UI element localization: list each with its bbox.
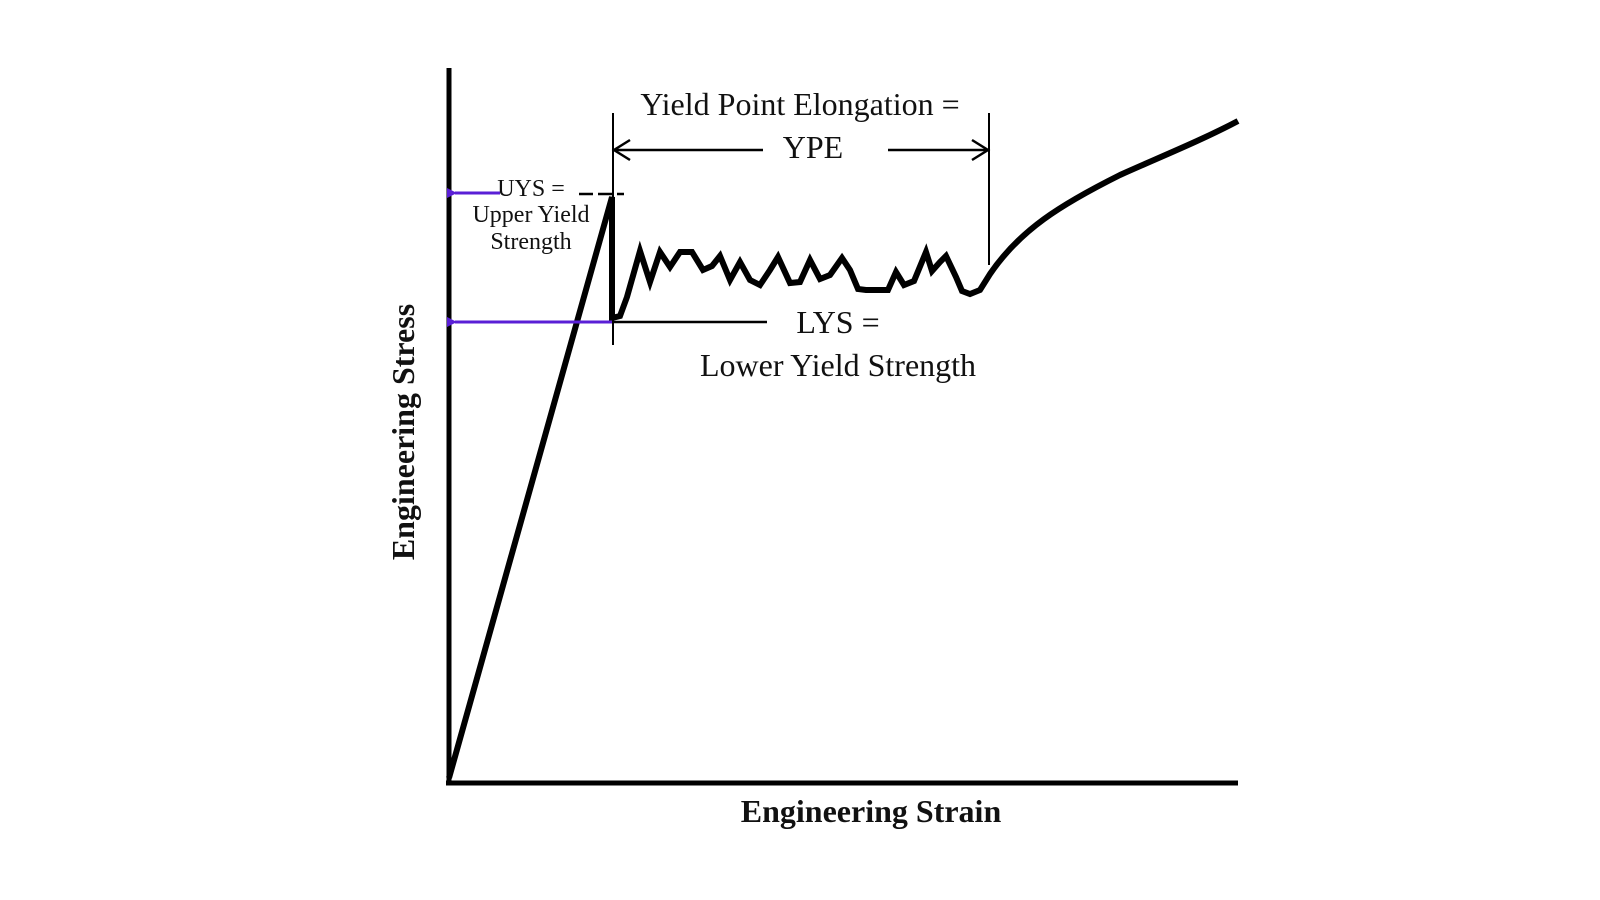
- uys-label-line1: UYS =: [497, 176, 565, 202]
- x-axis-label: Engineering Strain: [741, 793, 1002, 829]
- y-axis-label: Engineering Stress: [385, 304, 421, 560]
- ype-left-arrowhead: [611, 138, 631, 162]
- stress-strain-curve: [446, 118, 1240, 779]
- ype-label-line1: Yield Point Elongation =: [640, 86, 959, 122]
- uys-label-line3: Strength: [490, 229, 571, 255]
- lys-label-line2: Lower Yield Strength: [700, 347, 976, 383]
- lys-label-line1: LYS =: [796, 304, 879, 340]
- ype-right-arrowhead: [971, 138, 991, 162]
- uys-label-line2: Upper Yield: [472, 202, 589, 228]
- ype-label-line2: YPE: [783, 129, 843, 165]
